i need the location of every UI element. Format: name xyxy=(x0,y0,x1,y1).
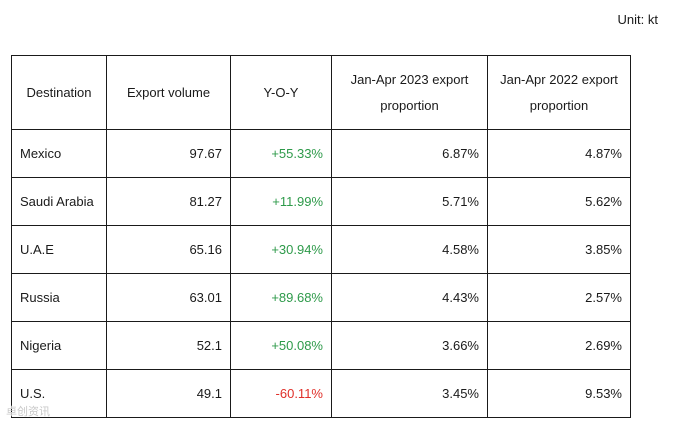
header-yoy: Y-O-Y xyxy=(230,55,332,130)
table-row: Mexico 97.67 +55.33% 6.87% 4.87% xyxy=(11,129,631,178)
cell-2022-proportion: 4.87% xyxy=(487,129,631,178)
header-destination: Destination xyxy=(11,55,107,130)
cell-export-volume: 81.27 xyxy=(106,177,231,226)
cell-export-volume: 97.67 xyxy=(106,129,231,178)
cell-yoy: +89.68% xyxy=(230,273,332,322)
cell-2022-proportion: 3.85% xyxy=(487,225,631,274)
cell-yoy: -60.11% xyxy=(230,369,332,418)
cell-2023-proportion: 6.87% xyxy=(331,129,488,178)
header-2023-proportion: Jan-Apr 2023 export proportion xyxy=(331,55,488,130)
cell-2022-proportion: 5.62% xyxy=(487,177,631,226)
table-row: U.S. 49.1 -60.11% 3.45% 9.53% xyxy=(11,369,631,418)
export-table: Destination Export volume Y-O-Y Jan-Apr … xyxy=(11,55,631,418)
cell-export-volume: 63.01 xyxy=(106,273,231,322)
table-header-row: Destination Export volume Y-O-Y Jan-Apr … xyxy=(11,55,631,130)
cell-2022-proportion: 2.57% xyxy=(487,273,631,322)
table-row: Saudi Arabia 81.27 +11.99% 5.71% 5.62% xyxy=(11,177,631,226)
cell-2023-proportion: 3.66% xyxy=(331,321,488,370)
cell-2023-proportion: 5.71% xyxy=(331,177,488,226)
cell-export-volume: 49.1 xyxy=(106,369,231,418)
cell-2023-proportion: 4.43% xyxy=(331,273,488,322)
cell-2023-proportion: 4.58% xyxy=(331,225,488,274)
table-row: Russia 63.01 +89.68% 4.43% 2.57% xyxy=(11,273,631,322)
cell-2023-proportion: 3.45% xyxy=(331,369,488,418)
cell-destination: U.S. xyxy=(11,369,107,418)
cell-destination: Saudi Arabia xyxy=(11,177,107,226)
cell-yoy: +55.33% xyxy=(230,129,332,178)
cell-yoy: +50.08% xyxy=(230,321,332,370)
cell-yoy: +30.94% xyxy=(230,225,332,274)
cell-destination: Nigeria xyxy=(11,321,107,370)
table-row: Nigeria 52.1 +50.08% 3.66% 2.69% xyxy=(11,321,631,370)
watermark-logo: 卓创资讯 xyxy=(6,406,50,418)
cell-2022-proportion: 9.53% xyxy=(487,369,631,418)
cell-2022-proportion: 2.69% xyxy=(487,321,631,370)
unit-label: Unit: kt xyxy=(617,12,658,27)
header-export-volume: Export volume xyxy=(106,55,231,130)
cell-yoy: +11.99% xyxy=(230,177,332,226)
cell-destination: U.A.E xyxy=(11,225,107,274)
cell-destination: Mexico xyxy=(11,129,107,178)
cell-export-volume: 65.16 xyxy=(106,225,231,274)
table-row: U.A.E 65.16 +30.94% 4.58% 3.85% xyxy=(11,225,631,274)
header-2022-proportion: Jan-Apr 2022 export proportion xyxy=(487,55,631,130)
cell-export-volume: 52.1 xyxy=(106,321,231,370)
cell-destination: Russia xyxy=(11,273,107,322)
